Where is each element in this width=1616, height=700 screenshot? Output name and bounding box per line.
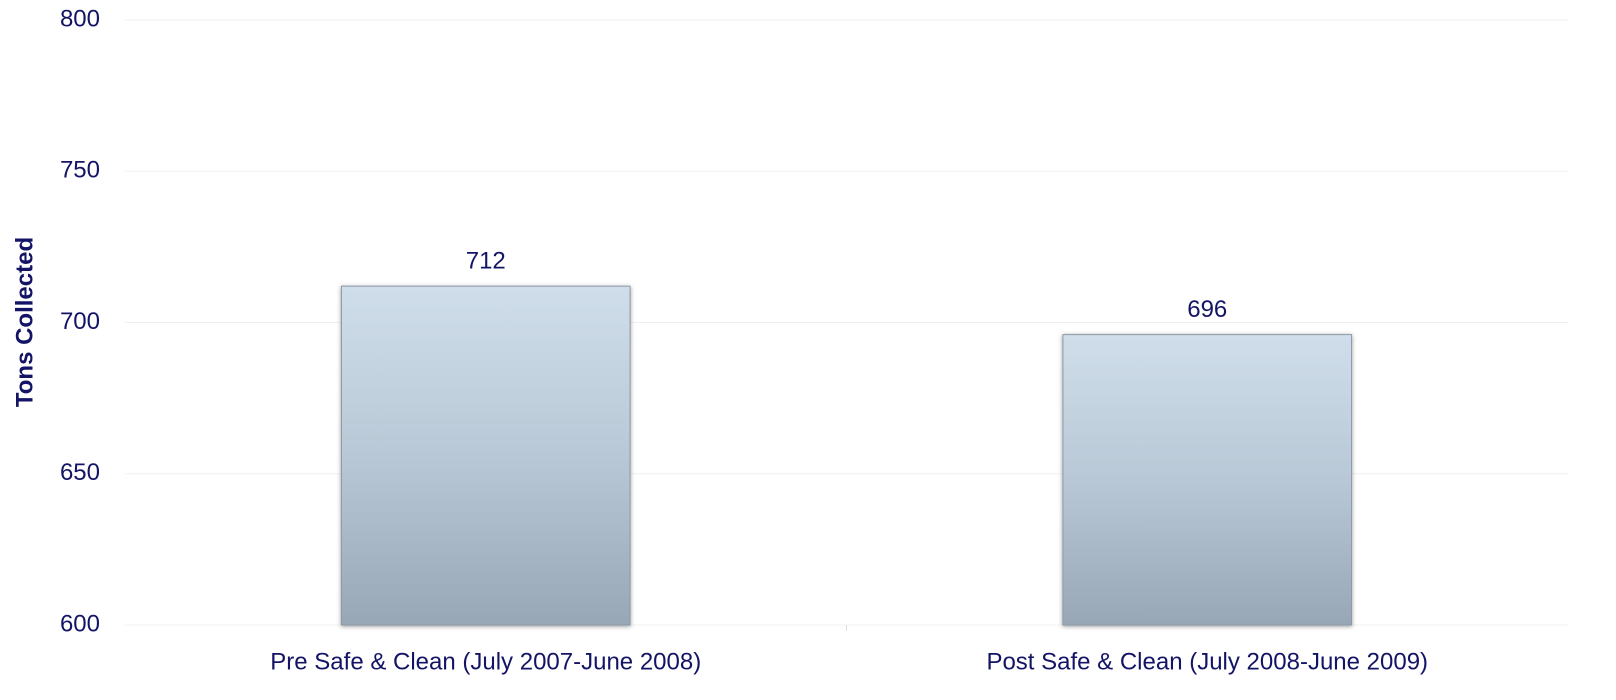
y-tick-label: 600	[60, 610, 100, 637]
y-axis-title: Tons Collected	[11, 237, 38, 407]
bar	[1062, 334, 1353, 626]
data-label: 712	[466, 248, 506, 275]
y-tick-label: 700	[60, 308, 100, 335]
x-tick-label: Post Safe & Clean (July 2008-June 2009)	[986, 648, 1428, 675]
x-tick-label: Pre Safe & Clean (July 2007-June 2008)	[270, 648, 701, 675]
y-tick-label: 650	[60, 459, 100, 486]
y-tick-label: 800	[60, 5, 100, 32]
data-label: 696	[1187, 296, 1227, 323]
bar	[340, 285, 631, 626]
y-tick-label: 750	[60, 157, 100, 184]
